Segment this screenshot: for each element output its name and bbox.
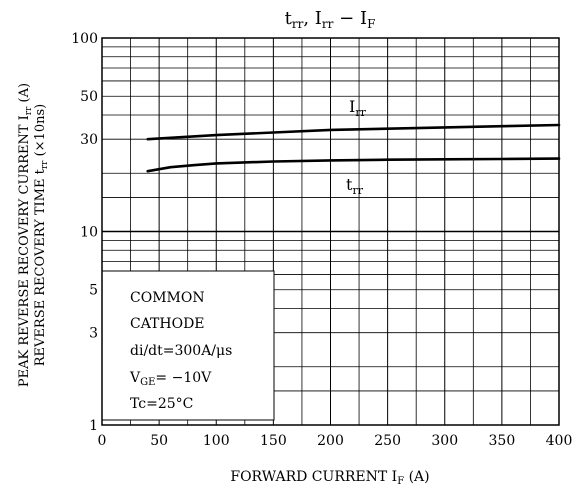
x-axis-label-symbol: I <box>392 469 398 485</box>
x-tick-label: 150 <box>260 433 287 449</box>
x-axis-label: FORWARD CURRENT IF (A) <box>230 469 429 487</box>
title-t: t <box>285 8 293 29</box>
title-f-sub: F <box>367 17 375 31</box>
x-tick-labels: 0 50 100 150 200 250 300 350 400 <box>98 433 573 449</box>
conditions-box <box>101 270 275 421</box>
title-i-sub: rr <box>322 17 334 31</box>
y-axis-label-top-unit: (A) <box>17 83 32 103</box>
y-axis-label-bottom-symbol-sub: rr <box>40 160 50 169</box>
y-axis-label-top-text: PEAK REVERSE RECOVERY CURRENT <box>17 124 32 387</box>
y-tick-label: 5 <box>89 283 98 299</box>
series-line-irr <box>146 123 561 141</box>
y-tick-label: 10 <box>80 225 98 241</box>
series-label-trr-sub: rr <box>352 184 363 197</box>
condition-common: COMMON <box>130 290 205 306</box>
title-dash: − <box>339 8 354 29</box>
x-axis-label-unit: (A) <box>409 469 430 485</box>
y-axis-label-bottom-unit: (×10ns) <box>33 104 48 157</box>
title-i: I <box>315 8 322 29</box>
series-label-irr-sub: rr <box>355 106 366 119</box>
plot-frame <box>101 37 560 426</box>
series-lines <box>146 123 561 173</box>
y-axis-label-top-symbol-sub: rr <box>24 106 34 115</box>
y-axis-label-bottom-text: REVERSE RECOVERY TIME <box>33 179 48 367</box>
condition-vge: VGE= −10V <box>129 370 212 388</box>
y-tick-label: 30 <box>80 132 98 148</box>
x-tick-label: 350 <box>489 433 516 449</box>
y-axis-label-top: PEAK REVERSE RECOVERY CURRENT Irr (A) <box>17 83 34 387</box>
title-t-sub: rr <box>292 17 304 31</box>
conditions-text: COMMON CATHODE di/dt=300A/μs VGE= −10V T… <box>129 290 232 412</box>
x-tick-label: 50 <box>150 433 168 449</box>
series-label-irr: Irr <box>349 97 367 119</box>
x-tick-label: 250 <box>374 433 401 449</box>
condition-didt: di/dt=300A/μs <box>130 343 232 359</box>
y-axis-label-top-symbol: I <box>17 115 32 120</box>
condition-vge-main: V <box>129 370 141 386</box>
x-axis-label-text: FORWARD CURRENT <box>230 469 388 485</box>
series-label-trr-main: t <box>346 175 353 194</box>
x-tick-label: 300 <box>431 433 458 449</box>
series-label-irr-main: I <box>349 97 355 116</box>
condition-vge-sub: GE <box>140 377 155 388</box>
x-tick-label: 100 <box>203 433 230 449</box>
condition-cathode: CATHODE <box>130 316 205 332</box>
condition-tc: Tc=25°C <box>130 396 193 412</box>
x-tick-label: 0 <box>98 433 107 449</box>
x-tick-label: 200 <box>317 433 344 449</box>
series-line-trr <box>146 157 561 173</box>
y-tick-label: 100 <box>71 31 98 47</box>
y-axis-label-bottom-symbol: t <box>33 168 48 174</box>
y-axis-label-bottom: REVERSE RECOVERY TIME trr (×10ns) <box>33 104 50 366</box>
x-axis-label-symbol-sub: F <box>397 476 404 487</box>
condition-vge-rest: = −10V <box>155 370 212 386</box>
y-tick-label: 3 <box>89 326 98 342</box>
y-tick-label: 50 <box>80 89 98 105</box>
y-tick-label: 1 <box>89 418 98 434</box>
series-label-trr: trr <box>346 175 364 197</box>
chart-title: trr, Irr − IF <box>285 8 376 31</box>
title-f: I <box>360 8 367 29</box>
x-tick-label: 400 <box>546 433 573 449</box>
y-tick-labels: 1 3 5 10 30 50 100 <box>71 31 98 434</box>
